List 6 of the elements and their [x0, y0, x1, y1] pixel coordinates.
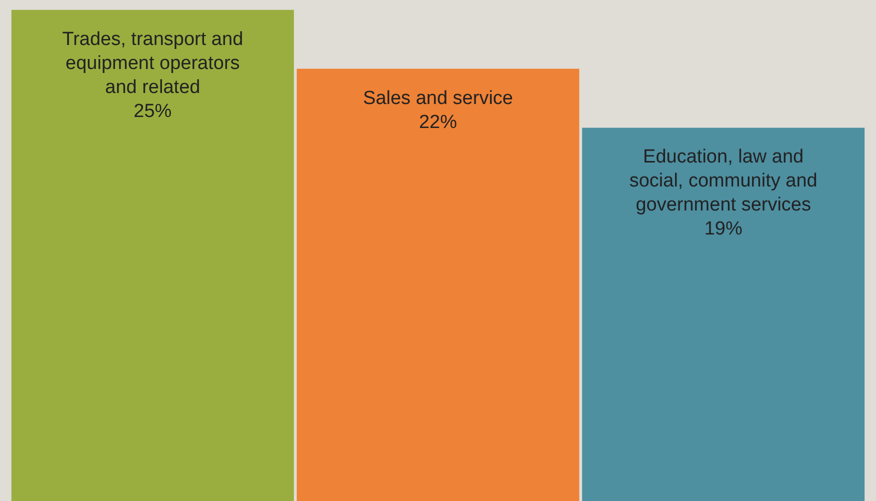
x-tick-label: Sales and service [363, 88, 513, 109]
x-tick-label: Trades, transport and equipment operators and related [62, 28, 244, 98]
data-label: 22% [418, 112, 458, 133]
data-label: 25% [134, 100, 172, 122]
x-tick-label: Education, law and social, community and government services [629, 146, 818, 216]
data-label: 19% [704, 218, 742, 240]
